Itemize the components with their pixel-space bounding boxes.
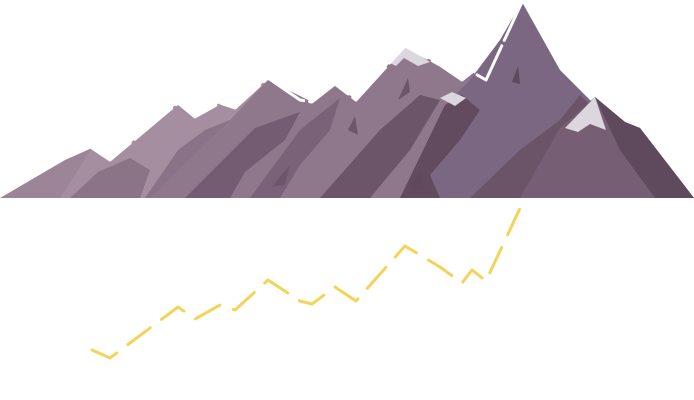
ridge-outline (90, 0, 524, 162)
middle-ridge-shadow-3 (320, 95, 440, 198)
middle-snowcap (388, 46, 430, 66)
rock-facet-4 (272, 165, 290, 186)
rock-facet-5 (408, 170, 425, 190)
left-ridge-shadow (70, 158, 150, 198)
main-peak-snow (440, 92, 466, 106)
rock-facet-2 (398, 78, 410, 100)
reflected-trail (90, 202, 524, 360)
middle-ridge-shadow (185, 112, 300, 198)
middle-ridge-shadow-2 (250, 98, 340, 198)
right-peak-shadow (595, 97, 694, 198)
rock-facet-1 (348, 116, 358, 135)
right-peak-snowcap (565, 97, 606, 132)
rock-facet-3 (512, 66, 520, 84)
main-peak-shadow-2 (470, 95, 600, 198)
